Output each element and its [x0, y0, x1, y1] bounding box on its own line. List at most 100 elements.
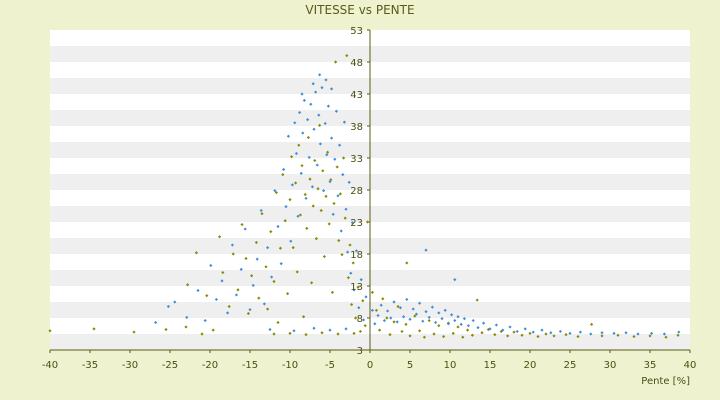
data-point-series-1 [408, 334, 412, 338]
data-point-series-2 [336, 194, 340, 198]
data-point-series-2 [466, 324, 470, 328]
data-point-series-1 [92, 327, 96, 331]
data-point-series-2 [234, 293, 238, 297]
data-point-series-1 [303, 192, 307, 197]
data-point-series-1 [330, 290, 334, 294]
data-point-series-2 [243, 227, 247, 231]
data-point-series-2 [558, 329, 562, 334]
data-point-series-1 [486, 327, 490, 332]
data-point-series-2 [344, 327, 348, 331]
data-point-series-2 [402, 315, 406, 319]
data-point-series-1 [200, 332, 204, 336]
data-point-series-2 [310, 185, 314, 189]
data-point-series-1 [381, 297, 385, 301]
x-tick-label: 10 [444, 360, 457, 371]
data-point-series-2 [501, 328, 505, 332]
data-point-series-2 [322, 189, 326, 193]
data-point-series-2 [318, 142, 322, 146]
data-point-series-2 [370, 308, 374, 312]
data-point-series-1 [520, 333, 524, 337]
data-point-series-1 [184, 325, 188, 329]
data-point-series-2 [482, 321, 486, 325]
data-point-series-1 [288, 198, 292, 202]
data-point-series-1 [461, 335, 465, 339]
data-point-series-2 [462, 317, 466, 321]
data-point-series-1 [231, 252, 235, 256]
x-tick-label: -30 [122, 360, 138, 371]
data-point-series-2 [600, 331, 604, 335]
data-point-series-1 [352, 331, 356, 335]
data-point-series-2 [239, 267, 243, 271]
data-point-series-1 [298, 213, 302, 217]
data-point-series-1 [342, 156, 346, 160]
data-point-series-2 [266, 246, 270, 250]
data-point-series-2 [317, 113, 321, 117]
x-tick-label: -25 [162, 360, 178, 371]
data-point-series-2 [268, 327, 272, 332]
data-point-series-2 [331, 212, 335, 216]
data-point-series-1 [338, 192, 342, 196]
data-point-series-1 [257, 296, 261, 300]
data-point-series-1 [345, 54, 349, 58]
data-point-series-1 [340, 253, 344, 257]
x-tick-label: 40 [684, 360, 697, 371]
data-point-series-1 [314, 237, 318, 241]
data-point-series-2 [320, 86, 324, 90]
data-point-series-2 [262, 302, 266, 306]
data-point-series-2 [549, 331, 553, 335]
data-point-series-1 [400, 329, 404, 334]
data-point-series-2 [398, 306, 402, 310]
data-point-series-1 [321, 169, 325, 173]
data-point-series-2 [325, 153, 329, 157]
y-tick-label: 48 [350, 58, 363, 69]
data-point-series-2 [302, 98, 306, 102]
data-point-series-1 [320, 331, 324, 335]
data-point-series-2 [292, 329, 296, 333]
data-point-series-1 [221, 270, 225, 275]
x-tick-label: 20 [524, 360, 537, 371]
data-point-series-2 [341, 173, 345, 177]
data-point-series-1 [327, 222, 331, 226]
data-point-series-1 [244, 256, 248, 261]
data-point-series-2 [624, 331, 628, 335]
x-tick-label: 30 [604, 360, 617, 371]
data-point-series-2 [347, 180, 351, 184]
data-point-series-2 [209, 263, 213, 268]
data-point-series-1 [269, 230, 273, 234]
data-point-series-1 [164, 327, 168, 332]
data-point-series-1 [404, 322, 408, 326]
data-point-series-1 [350, 302, 354, 307]
data-point-series-1 [305, 226, 309, 230]
data-point-series-2 [307, 155, 311, 159]
data-point-series-1 [205, 294, 209, 298]
data-point-series-1 [332, 201, 336, 206]
y-tick-label: 13 [350, 282, 363, 293]
data-point-series-2 [349, 271, 353, 275]
data-point-series-2 [309, 102, 313, 106]
data-point-series-1 [337, 238, 341, 243]
data-point-series-2 [312, 326, 316, 330]
data-point-series-2 [304, 196, 308, 200]
data-point-series-1 [310, 281, 314, 285]
x-tick-label: 35 [644, 360, 657, 371]
data-point-series-1 [132, 330, 136, 334]
x-tick-label: 25 [564, 360, 577, 371]
data-point-series-1 [388, 333, 392, 337]
data-point-series-2 [636, 332, 640, 336]
data-point-series-1 [378, 328, 382, 332]
x-tick-label: 0 [367, 360, 373, 371]
data-point-series-2 [373, 322, 377, 326]
data-point-series-1 [564, 333, 568, 337]
data-point-series-1 [536, 334, 540, 339]
data-point-series-2 [476, 326, 480, 330]
data-point-series-1 [297, 143, 301, 147]
data-point-series-2 [324, 78, 328, 82]
data-point-series-2 [314, 90, 318, 94]
data-point-series-1 [276, 320, 280, 325]
data-point-series-1 [48, 329, 52, 333]
data-point-series-1 [354, 316, 358, 320]
data-point-series-2 [376, 313, 380, 318]
data-point-series-2 [405, 297, 409, 302]
data-point-series-2 [346, 250, 350, 254]
